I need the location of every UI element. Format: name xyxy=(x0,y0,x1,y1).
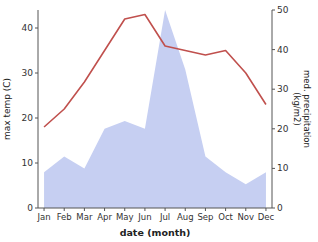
y-tick xyxy=(35,163,38,164)
x-tick xyxy=(84,208,85,211)
x-tick xyxy=(104,208,105,211)
y-tick-label: 20 xyxy=(22,113,34,123)
y-tick-label: 40 xyxy=(22,23,34,33)
temperature-line xyxy=(44,15,266,128)
x-tick-label: Jun xyxy=(137,212,151,222)
x-tick-label: Mar xyxy=(76,212,93,222)
y2-tick xyxy=(272,10,275,11)
x-tick xyxy=(64,208,65,211)
precipitation-area xyxy=(44,10,266,208)
x-tick-label: Jul xyxy=(159,212,170,222)
x-tick-label: Aug xyxy=(177,212,194,222)
x-axis-label: date (month) xyxy=(120,227,191,238)
y-tick xyxy=(35,118,38,119)
y2-tick xyxy=(272,168,275,169)
y-axis-label: max temp (C) xyxy=(2,78,12,140)
y2-tick xyxy=(272,89,275,90)
y2-axis-line xyxy=(272,10,273,208)
y-tick-label: 30 xyxy=(22,68,34,78)
y2-axis-label-line: med. precipitation xyxy=(302,70,312,148)
y-tick xyxy=(35,208,38,209)
x-tick xyxy=(205,208,206,211)
y2-tick-label: 40 xyxy=(277,45,289,55)
x-tick xyxy=(44,208,45,211)
x-tick xyxy=(225,208,226,211)
y2-tick-label: 30 xyxy=(277,84,289,94)
y-tick xyxy=(35,73,38,74)
x-tick xyxy=(245,208,246,211)
plot-area xyxy=(44,10,266,208)
x-tick xyxy=(185,208,186,211)
x-tick xyxy=(165,208,166,211)
y-tick-label: 0 xyxy=(27,203,33,213)
y2-tick xyxy=(272,49,275,50)
y2-axis-label-line: (kg/m2) xyxy=(292,92,302,126)
x-tick-label: May xyxy=(116,212,134,222)
x-tick xyxy=(124,208,125,211)
y2-tick-label: 10 xyxy=(277,163,289,173)
y-axis-line xyxy=(38,10,39,208)
x-tick xyxy=(144,208,145,211)
x-tick-label: Sep xyxy=(197,212,213,222)
x-tick-label: Nov xyxy=(237,212,254,222)
x-tick xyxy=(265,208,266,211)
y-tick-label: 10 xyxy=(22,158,34,168)
y2-tick-label: 0 xyxy=(277,203,283,213)
y2-tick xyxy=(272,208,275,209)
x-tick-label: Apr xyxy=(97,212,112,222)
y-tick xyxy=(35,28,38,29)
x-tick-label: Jan xyxy=(36,212,50,222)
y2-tick xyxy=(272,128,275,129)
x-tick-label: Feb xyxy=(57,212,72,222)
chart: 0 10 20 30 40 0 10 20 30 40 50 Jan Feb Mar Apr MayJun Ju… xyxy=(0,0,318,242)
y2-tick-label: 20 xyxy=(277,124,289,134)
x-tick-label: Oct xyxy=(218,212,233,222)
x-axis-line xyxy=(38,208,272,209)
x-tick-label: Dec xyxy=(258,212,275,222)
y2-axis-label: med. precipitation(kg/m2) xyxy=(292,70,312,148)
y2-tick-label: 50 xyxy=(277,5,289,15)
